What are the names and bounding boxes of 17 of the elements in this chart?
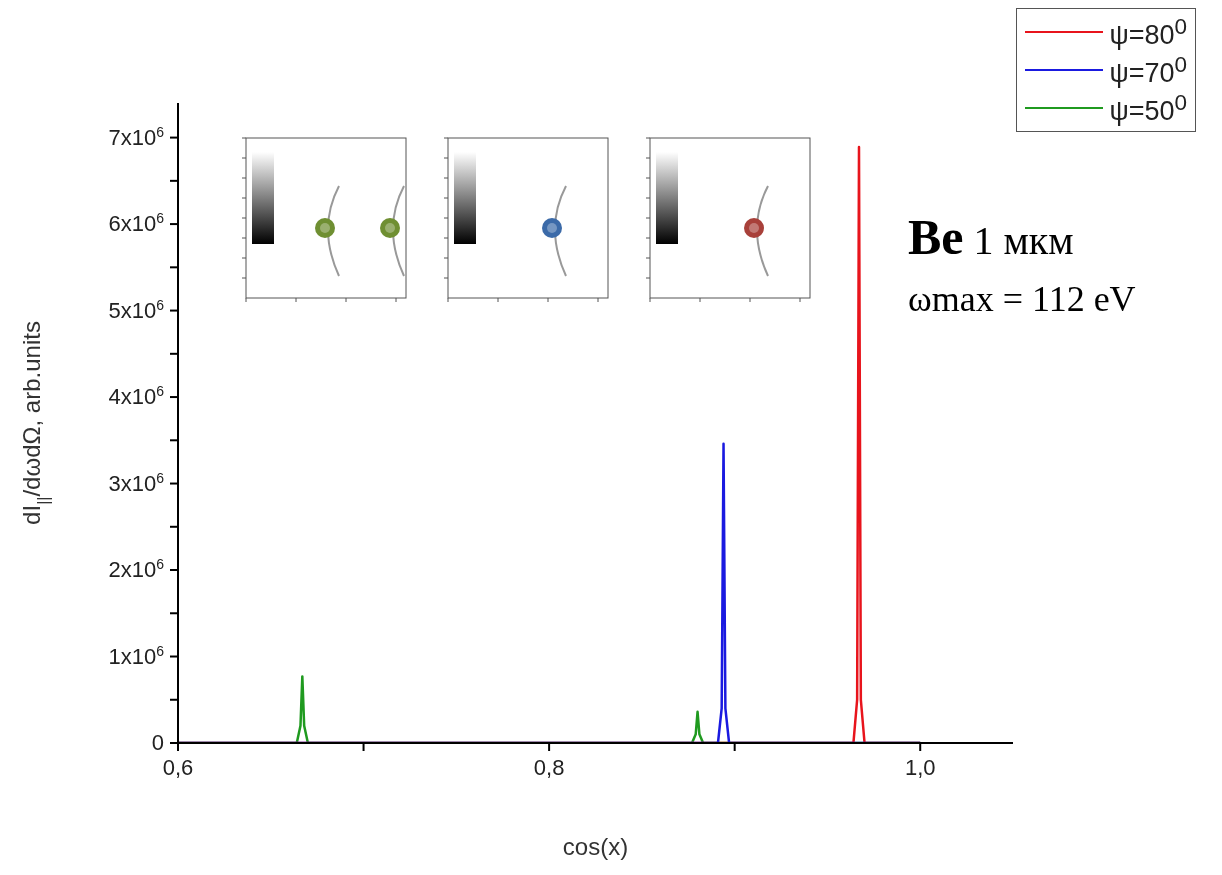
annotation: ωmax = 112 eV [908, 278, 1136, 320]
y-tick-label: 6x10$^{6}$ [108, 210, 165, 237]
y-tick-label: 5x10$^{6}$ [108, 296, 165, 323]
y-tick-label: 2x10$^{6}$ [108, 556, 165, 583]
y-tick-label: 0 [151, 730, 164, 755]
x-tick-label: 1,0 [904, 755, 936, 780]
x-tick-label: 0,6 [162, 755, 194, 780]
y-tick-label: 4x10$^{6}$ [108, 383, 165, 410]
y-tick-label: 7x10$^{6}$ [108, 123, 165, 150]
x-axis-title: cos(x) [562, 833, 629, 860]
legend-label: ψ=70$^{0}$ [1109, 51, 1187, 89]
legend-label: ψ=50$^{0}$ [1109, 89, 1187, 127]
y-tick-label: 1x10$^{6}$ [108, 642, 165, 669]
x-tick-label: 0,8 [533, 755, 565, 780]
annotation: Be 1 мкм [908, 208, 1074, 266]
y-tick-label: 3x10$^{6}$ [108, 469, 165, 496]
legend-label: ψ=80$^{0}$ [1109, 13, 1187, 51]
